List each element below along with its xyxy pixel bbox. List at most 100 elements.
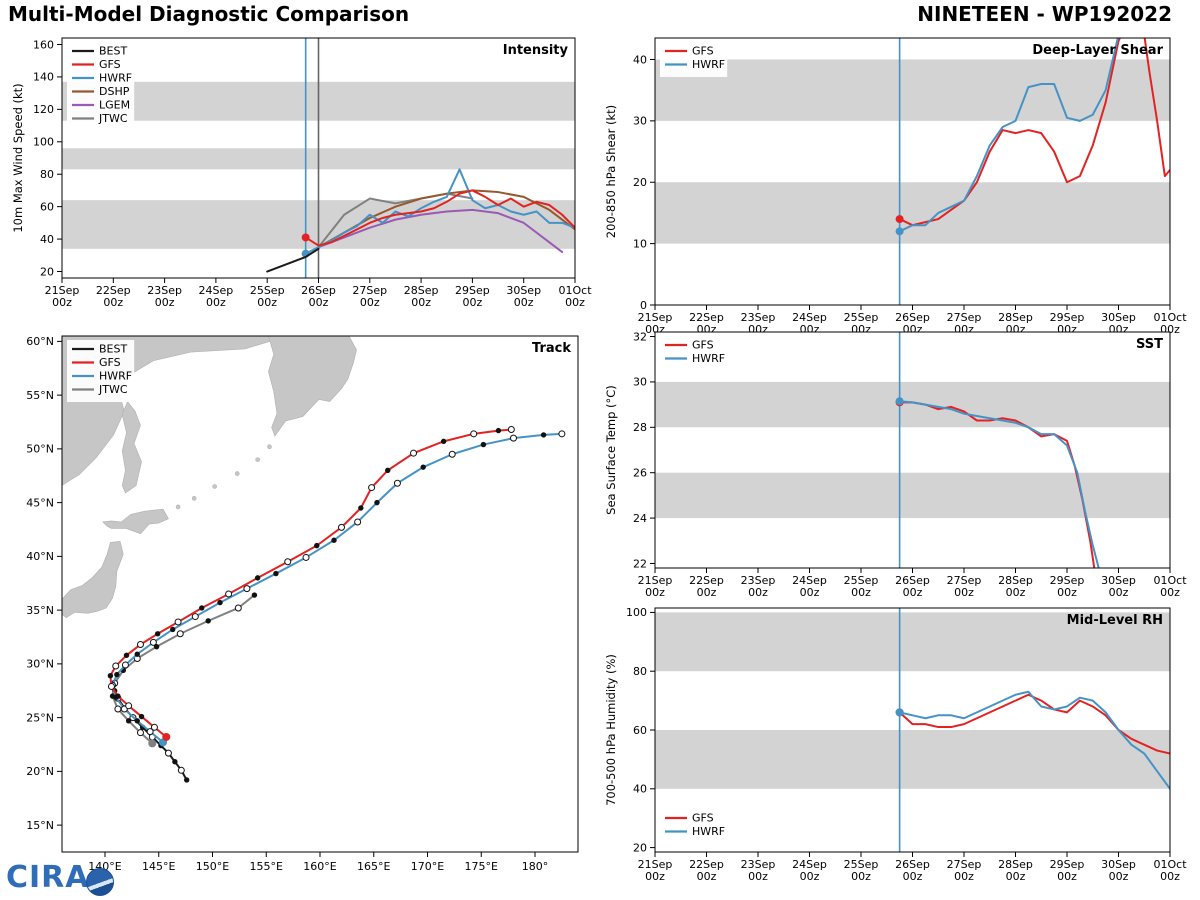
position-marker-open [112,662,120,670]
legend-label: LGEM [99,99,130,112]
svg-text:100: 100 [626,606,647,619]
position-marker-open [149,638,157,646]
y-axis-label: 10m Max Wind Speed (kt) [11,83,25,232]
svg-text:00z: 00z [645,870,665,883]
position-marker-open [114,705,122,713]
svg-text:28Sep: 28Sep [404,284,439,297]
position-marker-filled [358,505,364,511]
svg-text:28Sep: 28Sep [998,858,1033,871]
position-marker-filled [199,605,205,611]
svg-text:150°E: 150°E [196,860,229,873]
position-marker-open [150,723,158,731]
svg-text:00z: 00z [903,586,923,599]
svg-text:00z: 00z [851,870,871,883]
position-marker-filled [134,718,140,724]
position-marker-filled [205,618,211,624]
svg-text:40: 40 [40,233,54,246]
position-marker-open [136,729,144,737]
svg-text:30Sep: 30Sep [1101,858,1136,871]
hwrf-start-dot [895,227,904,236]
jtwc-start-dot [148,739,157,748]
svg-text:175°E: 175°E [465,860,498,873]
position-marker-filled [107,673,114,679]
island [255,457,260,462]
svg-text:01Oct: 01Oct [1153,858,1187,871]
svg-text:22Sep: 22Sep [96,284,131,297]
svg-text:24Sep: 24Sep [792,311,827,324]
lgem-line [317,208,564,254]
svg-text:23Sep: 23Sep [741,858,776,871]
svg-text:155°E: 155°E [250,860,283,873]
svg-text:40: 40 [633,53,647,66]
svg-text:27Sep: 27Sep [947,858,982,871]
position-marker-filled [138,713,145,720]
svg-text:140: 140 [33,71,54,84]
svg-text:00z: 00z [1160,870,1180,883]
position-marker-open [146,728,154,736]
svg-text:165°E: 165°E [357,860,390,873]
gfs-line [304,189,575,247]
legend-label: HWRF [99,72,132,85]
position-marker-filled [125,718,132,724]
svg-text:30Sep: 30Sep [1101,311,1136,324]
position-marker-open [338,523,345,531]
svg-text:27Sep: 27Sep [947,311,982,324]
position-marker-filled [273,570,279,577]
svg-text:00z: 00z [1057,586,1077,599]
svg-text:25Sep: 25Sep [250,284,285,297]
category-band [655,612,1170,672]
svg-text:80: 80 [633,665,647,678]
svg-text:00z: 00z [851,586,871,599]
svg-text:01Oct: 01Oct [1153,311,1187,324]
panel-sst: 22242628303221Sep00z22Sep00z23Sep00z24Se… [604,330,1187,599]
svg-text:0: 0 [640,299,647,312]
svg-text:145°E: 145°E [142,860,175,873]
panel-title: Mid-Level RH [1067,613,1163,628]
svg-text:21Sep: 21Sep [638,574,673,587]
legend-label: BEST [99,45,127,58]
svg-text:00z: 00z [206,296,226,309]
position-marker-filled [184,777,190,783]
svg-text:30: 30 [633,376,647,389]
gfs-start-dot [162,732,171,741]
svg-text:00z: 00z [1057,870,1077,883]
position-marker-filled [114,671,120,678]
island [267,444,272,450]
svg-text:00z: 00z [954,870,974,883]
svg-text:15°N: 15°N [26,819,54,832]
position-marker-open [125,702,133,710]
svg-text:29Sep: 29Sep [1050,311,1085,324]
legend-box [660,336,728,371]
legend-label: GFS [99,356,121,369]
svg-text:01Oct: 01Oct [558,284,592,297]
y-axis-label: 200-850 hPa Shear (kt) [604,105,618,238]
hwrf-start-dot [895,397,904,406]
category-band [655,182,1170,244]
position-marker-filled [254,575,261,581]
position-marker-filled [540,432,547,438]
position-marker-filled [134,651,140,657]
svg-text:60°N: 60°N [26,335,54,348]
hwrf-line [898,400,1100,568]
position-marker-open [393,479,401,487]
svg-text:28Sep: 28Sep [998,574,1033,587]
position-marker-filled [170,626,176,633]
svg-text:00z: 00z [360,296,380,309]
position-marker-open [191,613,199,621]
svg-text:27Sep: 27Sep [352,284,387,297]
svg-text:00z: 00z [748,586,768,599]
svg-text:26Sep: 26Sep [895,574,930,587]
svg-text:25Sep: 25Sep [844,574,879,587]
panel-title: Deep-Layer Shear [1032,43,1163,58]
position-marker-open [225,590,233,598]
position-marker-filled [314,542,320,549]
position-marker-open [121,661,129,669]
position-marker-open [448,450,456,458]
svg-text:60: 60 [40,200,54,213]
position-marker-filled [440,438,447,445]
legend-label: GFS [692,339,714,352]
legend-box [67,340,135,402]
position-marker-open [368,484,376,492]
svg-text:120: 120 [33,103,54,116]
